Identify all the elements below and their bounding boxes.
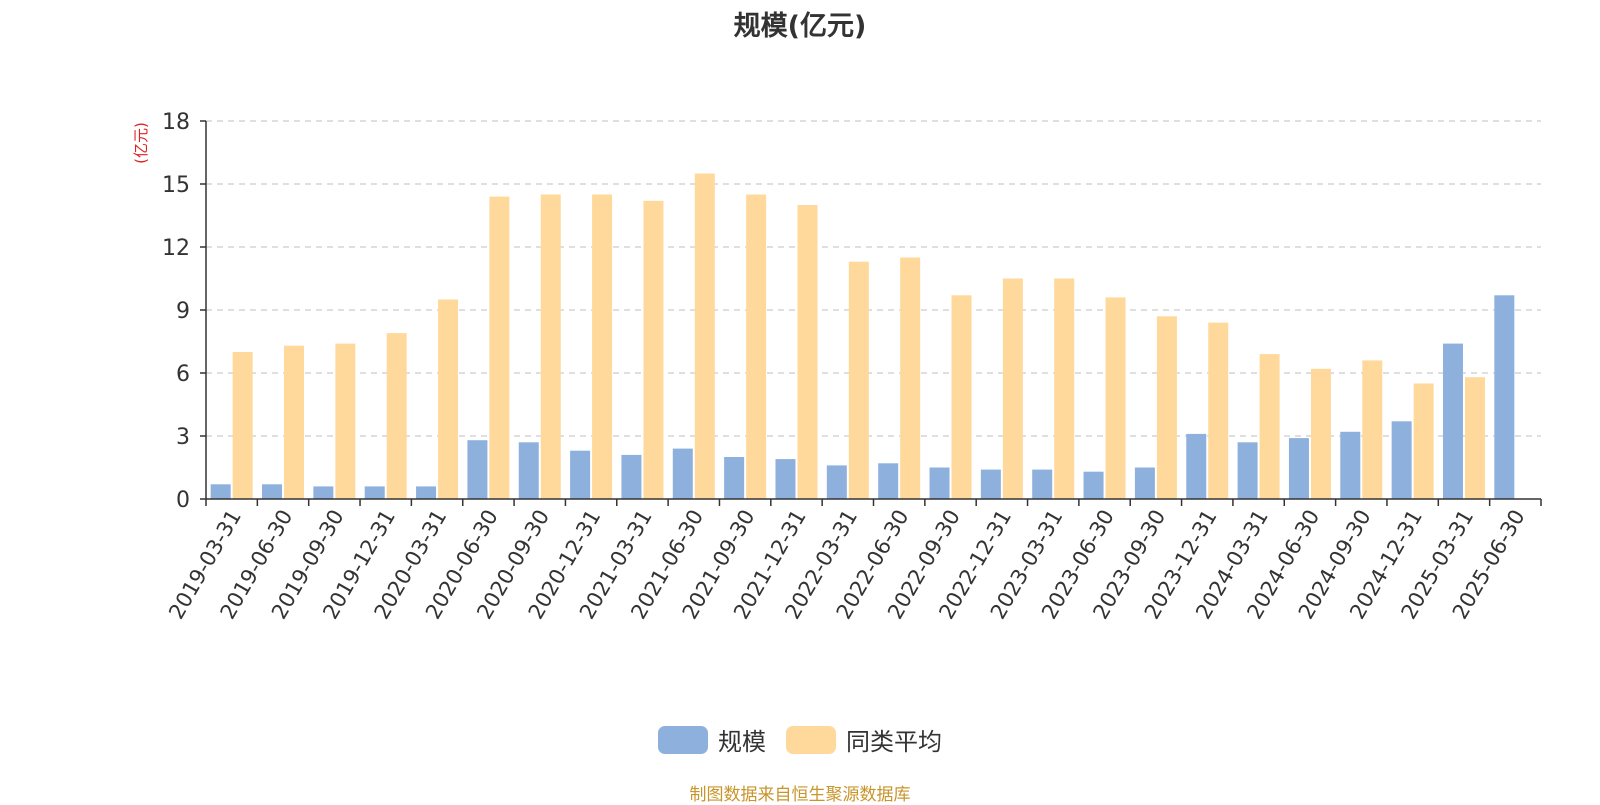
bar-scale[interactable] [1186, 433, 1207, 499]
bar-average[interactable] [1002, 278, 1023, 500]
legend-swatch-scale [658, 725, 708, 754]
bar-average[interactable] [1259, 354, 1280, 499]
y-tick-label: 12 [162, 236, 190, 261]
bar-average[interactable] [1105, 297, 1126, 499]
bar-scale[interactable] [364, 486, 385, 499]
y-tick-label: 18 [162, 110, 190, 135]
bar-average[interactable] [284, 345, 305, 499]
bar-average[interactable] [848, 261, 869, 499]
bar-average[interactable] [1054, 278, 1075, 500]
bar-average[interactable] [232, 352, 253, 499]
bar-scale[interactable] [313, 486, 334, 499]
bar-average[interactable] [1362, 360, 1383, 499]
bar-scale[interactable] [724, 457, 745, 499]
bar-scale[interactable] [262, 484, 283, 499]
bar-scale[interactable] [929, 467, 950, 500]
bar-average[interactable] [540, 194, 561, 500]
legend-label-scale: 规模 [718, 728, 766, 756]
bar-scale[interactable] [518, 442, 539, 499]
bar-scale[interactable] [210, 484, 231, 499]
bar-scale[interactable] [621, 454, 642, 499]
bar-scale[interactable] [570, 450, 591, 499]
bar-scale[interactable] [416, 486, 437, 499]
bar-scale[interactable] [826, 465, 847, 499]
legend-item-scale[interactable]: 规模 [658, 722, 766, 757]
y-tick-label: 6 [176, 362, 190, 387]
bar-average[interactable] [335, 343, 356, 499]
bar-scale[interactable] [775, 459, 796, 499]
legend-label-average: 同类平均 [846, 728, 942, 756]
bar-average[interactable] [386, 333, 407, 499]
chart-title: 规模(亿元) [733, 11, 867, 42]
bar-average[interactable] [438, 299, 459, 500]
bar-scale[interactable] [1032, 469, 1053, 499]
bar-average[interactable] [1156, 316, 1177, 499]
source-note: 制图数据来自恒生聚源数据库 [689, 785, 911, 805]
bar-average[interactable] [1413, 383, 1434, 500]
bar-average[interactable] [643, 200, 664, 500]
bar-average[interactable] [489, 196, 510, 499]
bars [210, 173, 1515, 500]
bar-scale[interactable] [1288, 438, 1309, 499]
bar-scale[interactable] [1134, 467, 1155, 500]
bar-scale[interactable] [1391, 421, 1412, 499]
bar-scale[interactable] [1442, 343, 1463, 499]
y-tick-label: 0 [176, 488, 190, 513]
bar-scale[interactable] [980, 469, 1001, 499]
bar-average[interactable] [746, 194, 767, 500]
bar-scale[interactable] [1340, 431, 1361, 499]
bar-average[interactable] [1464, 377, 1485, 499]
bar-scale[interactable] [467, 440, 488, 499]
bar-average[interactable] [592, 194, 613, 500]
bar-scale[interactable] [1083, 471, 1104, 499]
y-tick-label: 3 [176, 425, 190, 450]
bar-scale[interactable] [878, 463, 899, 499]
bar-average[interactable] [951, 295, 972, 499]
bar-average[interactable] [900, 257, 921, 500]
legend-item-average[interactable]: 同类平均 [786, 722, 942, 757]
y-tick-label: 15 [162, 173, 190, 198]
bar-scale[interactable] [1494, 295, 1515, 499]
bar-average[interactable] [1208, 322, 1229, 499]
bar-average[interactable] [694, 173, 715, 500]
bar-scale[interactable] [672, 448, 693, 499]
bar-scale[interactable] [1237, 442, 1258, 499]
legend-swatch-average [786, 725, 836, 754]
bar-average[interactable] [1310, 368, 1331, 499]
bar-average[interactable] [797, 205, 818, 499]
legend: 规模 同类平均 [0, 722, 1600, 757]
y-tick-label: 9 [176, 299, 190, 324]
y-axis-unit-label: (亿元) [132, 122, 150, 164]
